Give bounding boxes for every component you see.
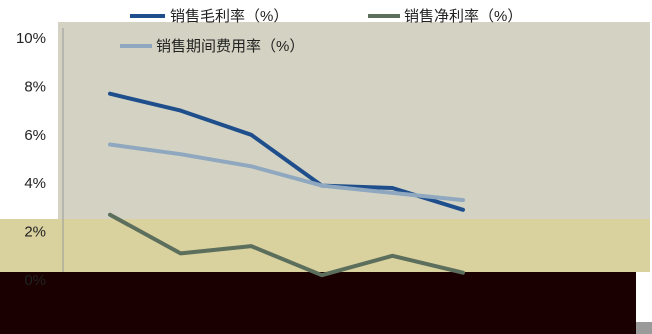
y-tick-label: 6% [24,127,46,144]
lower-band [0,219,650,272]
series-line-1 [108,91,465,212]
series-line-3 [108,142,465,203]
legend-label: 销售净利率（%） [404,8,522,25]
scroll-thumb [636,322,652,334]
y-tick-label: 4% [24,175,46,192]
legend-item: 销售毛利率（%） [130,8,288,25]
y-tick-label: 10% [16,30,46,47]
series-line-2 [108,212,465,278]
legend-label: 销售期间费用率（%） [156,38,304,55]
y-tick-label: 8% [24,78,46,95]
y-tick-label: 2% [24,224,46,241]
legend-item: 销售期间费用率（%） [120,38,304,55]
y-tick-label: 0% [24,272,46,289]
legend-item: 销售净利率（%） [368,8,522,25]
legend-label: 销售毛利率（%） [170,8,288,25]
dark-strip [0,272,636,334]
plot-background [58,22,650,222]
